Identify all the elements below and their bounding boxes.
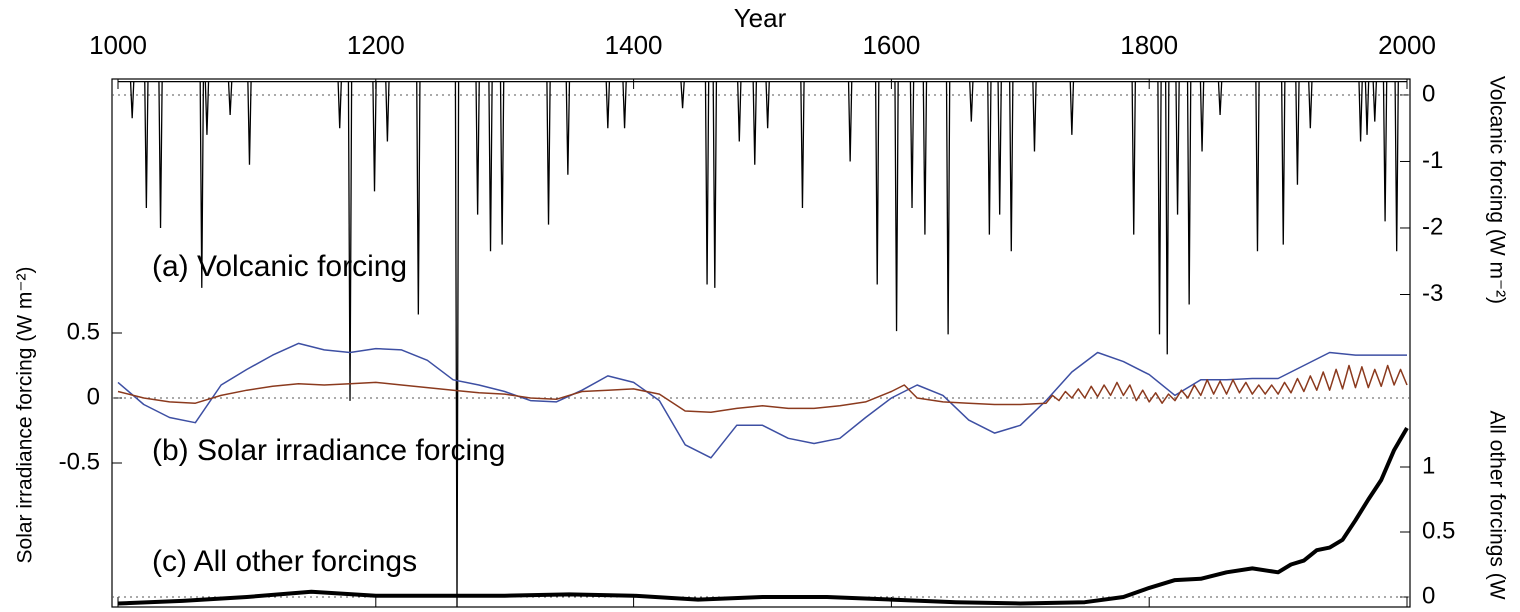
volcanic-spike (847, 81, 853, 162)
volcanic-spike (565, 81, 571, 175)
volcanic-spike (945, 81, 951, 335)
volcanic-spike (1131, 81, 1136, 235)
volcanic-spike (488, 81, 493, 252)
volcanic-spike (204, 81, 210, 135)
volcanic-spike (909, 81, 915, 209)
y-axis-title: Volcanic forcing (W m⁻²) (1485, 76, 1508, 304)
volcanic-spike (622, 81, 627, 129)
volcanic-spike (1255, 81, 1260, 252)
volcanic-spike (922, 81, 928, 235)
x-tick-label: 1200 (347, 30, 405, 60)
series-line (117, 364, 1408, 414)
plot-frame (111, 78, 1411, 608)
volcanic-spike (1165, 81, 1170, 355)
volcanic-spike (1308, 81, 1313, 129)
volcanic-spike (752, 81, 758, 165)
panel-label: (b) Solar irradiance forcing (152, 434, 505, 467)
volcanic-spike (1069, 81, 1075, 135)
panel-label: (a) Volcanic forcing (152, 250, 407, 283)
volcanic-spike (1199, 81, 1205, 152)
y-tick-label: 0 (87, 383, 100, 410)
volcanic-spike (987, 81, 992, 235)
volcanic-spike (1372, 81, 1378, 122)
volcanic-spike (475, 81, 480, 215)
volcanic-spike (546, 81, 551, 225)
volcanic-spike (129, 81, 135, 119)
y-tick-label: 0 (1422, 582, 1435, 609)
volcanic-spike (969, 81, 974, 122)
x-tick-label: 1000 (89, 30, 147, 60)
volcanic-spike (454, 81, 460, 608)
volcanic-spike (1364, 81, 1370, 135)
volcanic-spike (997, 81, 1002, 215)
volcanic-spike (247, 81, 252, 165)
volcanic-spike (158, 81, 163, 228)
x-tick-label: 1600 (862, 30, 920, 60)
volcanic-spike (1157, 81, 1162, 335)
volcanic-spike (712, 81, 718, 288)
y-tick-label: -3 (1422, 280, 1443, 307)
volcanic-spike (1295, 81, 1300, 185)
volcanic-spike (680, 81, 685, 109)
volcanic-spike (499, 81, 505, 245)
volcanic-spike (144, 81, 149, 209)
y-tick-label: -2 (1422, 213, 1443, 240)
volcanic-spike (737, 81, 742, 142)
volcanic-spike (765, 81, 770, 129)
x-tick-label: 1800 (1120, 30, 1178, 60)
volcanic-spike (1358, 81, 1363, 142)
y-tick-label: 0.5 (1422, 517, 1455, 544)
volcanic-spike (1281, 81, 1286, 245)
volcanic-spike (372, 81, 377, 192)
volcanic-spike (1394, 81, 1399, 252)
volcanic-spike (1009, 81, 1014, 252)
panel-label: (c) All other forcings (152, 545, 417, 578)
volcanic-spike (227, 81, 233, 115)
y-axis-title: All other forcings (W (1485, 410, 1508, 599)
x-tick-label: 2000 (1378, 30, 1436, 60)
series-line (117, 426, 1409, 606)
y-tick-label: 0.5 (67, 318, 100, 345)
y-axis-title: Solar irradiance forcing (W m⁻²) (14, 267, 37, 564)
volcanic-spike (894, 81, 899, 332)
y-tick-label: -0.5 (59, 448, 100, 475)
x-tick-label: 1400 (605, 30, 663, 60)
y-tick-label: 1 (1422, 452, 1435, 479)
volcanic-spike (800, 81, 805, 209)
volcanic-spike (605, 81, 611, 129)
volcanic-spike (1175, 81, 1180, 215)
volcanic-spike (416, 81, 421, 315)
y-tick-label: -1 (1422, 147, 1443, 174)
volcanic-spike (1382, 81, 1388, 222)
volcanic-spike (874, 81, 880, 285)
volcanic-spike (1032, 81, 1037, 152)
volcanic-spike (704, 81, 710, 285)
volcanic-spike (1217, 81, 1223, 115)
x-axis-title: Year (734, 3, 787, 33)
y-tick-label: 0 (1422, 80, 1435, 107)
series-line (117, 342, 1407, 459)
volcanic-spike (385, 81, 390, 142)
volcanic-spike (1186, 81, 1192, 305)
volcanic-spike (337, 81, 342, 129)
